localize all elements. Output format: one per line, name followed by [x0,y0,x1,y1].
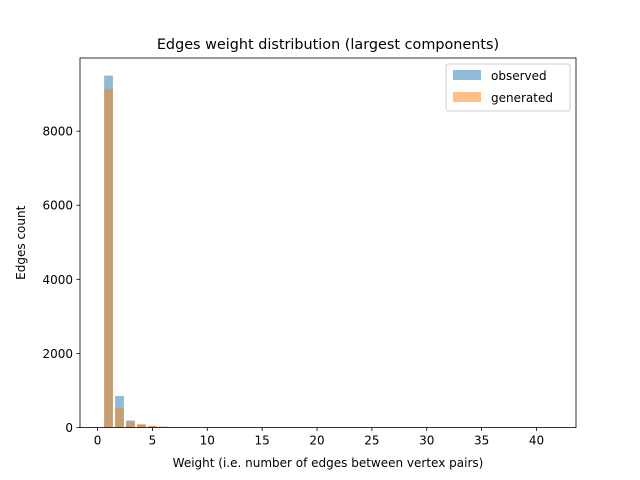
x-tick-label-0: 0 [94,434,102,448]
plot-frame [79,57,577,428]
chart-title: Edges weight distribution (largest compo… [157,37,499,53]
bar-generated-2 [115,407,124,428]
x-tick-label-20: 20 [309,434,324,448]
x-tick-label-15: 15 [255,434,270,448]
x-tick-label-25: 25 [364,434,379,448]
x-axis-label: Weight (i.e. number of edges between ver… [173,456,484,470]
legend-swatch-generated [453,92,481,102]
legend-swatch-observed [453,70,481,80]
legend: observed generated [445,63,571,112]
y-tick-label-4000: 4000 [42,273,73,287]
x-tick-label-5: 5 [149,434,157,448]
bar-generated-1 [104,88,113,428]
y-tick-label-0: 0 [65,421,73,435]
x-tick-label-30: 30 [419,434,434,448]
y-axis-ticks: 0 2000 4000 6000 8000 [42,125,80,435]
x-tick-label-40: 40 [529,434,544,448]
x-tick-label-35: 35 [474,434,489,448]
y-tick-label-2000: 2000 [42,347,73,361]
bar-generated-4 [137,423,146,428]
x-axis-ticks: 0 5 10 15 20 25 30 35 40 [94,427,544,448]
legend-label-observed: observed [491,69,547,83]
bar-generated-5 [148,425,157,428]
y-axis-label: Edges count [14,205,28,279]
y-tick-label-6000: 6000 [42,199,73,213]
legend-label-generated: generated [491,91,553,105]
x-tick-label-10: 10 [200,434,215,448]
y-tick-label-8000: 8000 [42,125,73,139]
bar-generated-3 [126,421,135,428]
bar-generated-6 [159,426,168,428]
